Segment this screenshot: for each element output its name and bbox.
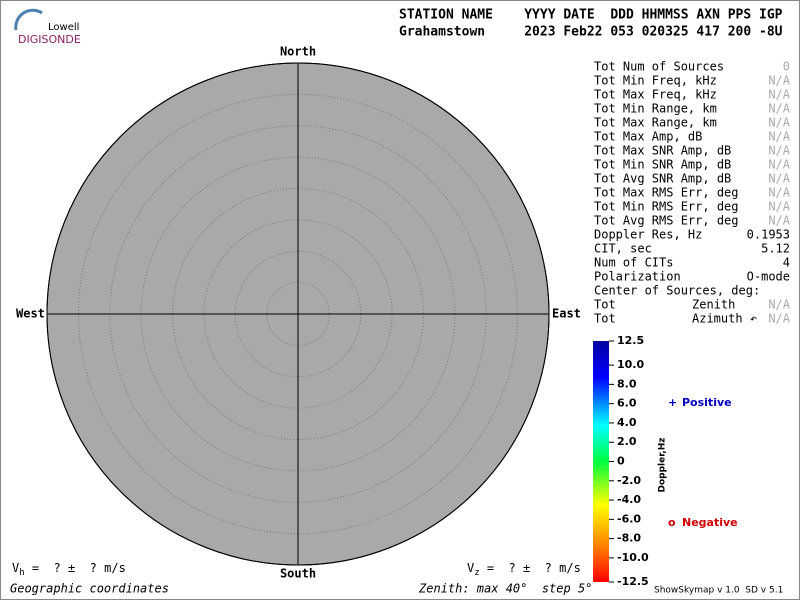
stat-value: N/A [768,144,790,158]
version-label: ShowSkymap v 1.0 SD v 5.1 [654,586,783,596]
stat-value: N/A [768,74,790,88]
vz-symbol: V [467,561,474,575]
east-label: East [552,307,581,321]
stat-value: N/A [768,214,790,228]
colorbar-tick-label: -10.0 [617,551,649,564]
vz-sub: z [474,568,479,578]
colorbar-tick-label: 0 [617,455,625,468]
stat-label: CIT, sec [594,242,652,256]
colorbar-tick-label: 12.5 [617,334,644,347]
stat-value: N/A [768,116,790,130]
stat-value: N/A [768,200,790,214]
legend-name: Negative [682,516,738,529]
colorbar [593,341,609,582]
stat-value: N/A [768,158,790,172]
stat-value: 4 [783,256,790,270]
vh-label: Vh = ? ± ? m/s [12,561,126,578]
colorbar-tick-label: -6.0 [617,512,641,525]
stat-label: Polarization [594,270,681,284]
stat-label: Tot Max SNR Amp, dB [594,144,731,158]
stat-label: Tot Max Freq, kHz [594,88,717,102]
stat-value: N/A [768,130,790,144]
stat-value: N/A [768,88,790,102]
header-values: Grahamstown 2023 Feb22 053 020325 417 20… [399,25,783,40]
stat-value: N/A [768,298,790,312]
stat-label: Tot Avg RMS Err, deg [594,214,739,228]
logo-arc [14,8,43,31]
vz-label: Vz = ? ± ? m/s [467,561,581,578]
stat-sublabel: Azimuth ↶ [692,312,757,326]
stat-value: 0.1953 [747,228,790,242]
colorbar-tick-label: -8.0 [617,532,641,545]
stat-value: N/A [768,312,790,326]
vz-text: = ? ± ? m/s [480,561,581,575]
stat-label: Tot Avg SNR Amp, dB [594,172,731,186]
stat-label: Tot Min RMS Err, deg [594,200,739,214]
colorbar-tick-label: 2.0 [617,435,637,448]
vh-symbol: V [12,561,19,575]
south-label: South [280,567,316,581]
north-label: North [280,45,316,59]
stat-value: N/A [768,186,790,200]
stat-value: N/A [768,102,790,116]
colorbar-tick-label: 6.0 [617,397,637,410]
stat-value: 5.12 [761,242,790,256]
stat-value: N/A [768,172,790,186]
legend-symbol: o [668,516,676,529]
stat-label: Tot Max Range, km [594,116,717,130]
stat-value: 0 [783,60,790,74]
stat-sublabel: Zenith [692,298,735,312]
coords-label: Geographic coordinates [10,582,169,596]
stat-label: Tot [594,298,616,312]
stat-label: Tot Min Freq, kHz [594,74,717,88]
legend-name: Positive [682,396,732,409]
legend-symbol: + [668,396,677,409]
stat-label: Tot Min Range, km [594,102,717,116]
stat-label: Center of Sources, deg: [594,284,760,298]
stat-label: Num of CITs [594,256,673,270]
colorbar-tick-label: -4.0 [617,493,641,506]
logo-top: Lowell [48,22,79,33]
header-labels: STATION NAME YYYY DATE DDD HHMMSS AXN PP… [399,8,783,23]
stat-label: Tot Min SNR Amp, dB [594,158,731,172]
logo-bottom: DIGISONDE [18,33,81,46]
west-label: West [16,307,45,321]
stat-label: Doppler Res, Hz [594,228,702,242]
zenith-label: Zenith: max 40° step 5° [418,582,592,596]
colorbar-tick-label: -2.0 [617,474,641,487]
stat-value: O-mode [747,270,790,284]
colorbar-tick-label: 8.0 [617,377,637,390]
vh-sub: h [19,568,24,578]
colorbar-label: Doppler,Hz [658,437,668,492]
stat-label: Tot Max Amp, dB [594,130,702,144]
legend: + Positive o Negative [668,396,738,529]
stat-label: Tot [594,312,616,326]
colorbar-tick-label: 10.0 [617,358,644,371]
colorbar-tick-label: 4.0 [617,416,637,429]
stat-label: Tot Max RMS Err, deg [594,186,739,200]
stat-label: Tot Num of Sources [594,60,724,74]
vh-text: = ? ± ? m/s [25,561,126,575]
colorbar-tick-label: -12.5 [617,575,649,588]
